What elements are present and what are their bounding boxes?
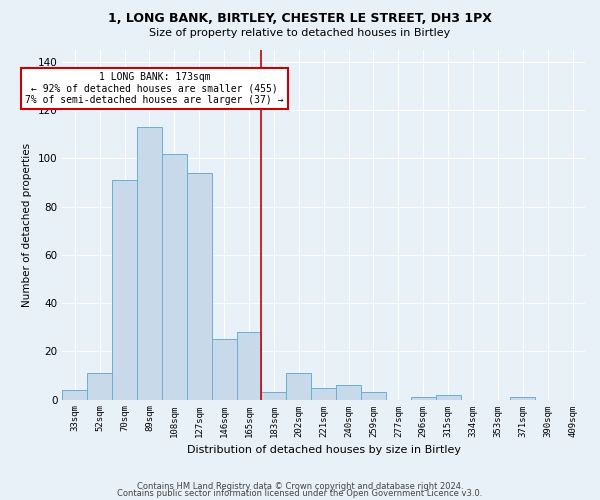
- Bar: [87, 373, 112, 400]
- Text: Size of property relative to detached houses in Birtley: Size of property relative to detached ho…: [149, 28, 451, 38]
- Bar: [286, 373, 311, 400]
- Bar: [262, 392, 286, 400]
- Bar: [411, 397, 436, 400]
- Bar: [187, 173, 212, 400]
- Bar: [162, 154, 187, 400]
- Text: Contains public sector information licensed under the Open Government Licence v3: Contains public sector information licen…: [118, 489, 482, 498]
- Text: 1, LONG BANK, BIRTLEY, CHESTER LE STREET, DH3 1PX: 1, LONG BANK, BIRTLEY, CHESTER LE STREET…: [108, 12, 492, 26]
- Bar: [511, 397, 535, 400]
- Bar: [212, 340, 236, 400]
- Bar: [436, 394, 461, 400]
- Bar: [336, 385, 361, 400]
- Bar: [236, 332, 262, 400]
- Bar: [361, 392, 386, 400]
- Text: Contains HM Land Registry data © Crown copyright and database right 2024.: Contains HM Land Registry data © Crown c…: [137, 482, 463, 491]
- Bar: [137, 127, 162, 400]
- Text: 1 LONG BANK: 173sqm
← 92% of detached houses are smaller (455)
7% of semi-detach: 1 LONG BANK: 173sqm ← 92% of detached ho…: [25, 72, 284, 105]
- Y-axis label: Number of detached properties: Number of detached properties: [22, 142, 32, 307]
- Bar: [112, 180, 137, 400]
- Bar: [62, 390, 87, 400]
- X-axis label: Distribution of detached houses by size in Birtley: Distribution of detached houses by size …: [187, 445, 461, 455]
- Bar: [311, 388, 336, 400]
